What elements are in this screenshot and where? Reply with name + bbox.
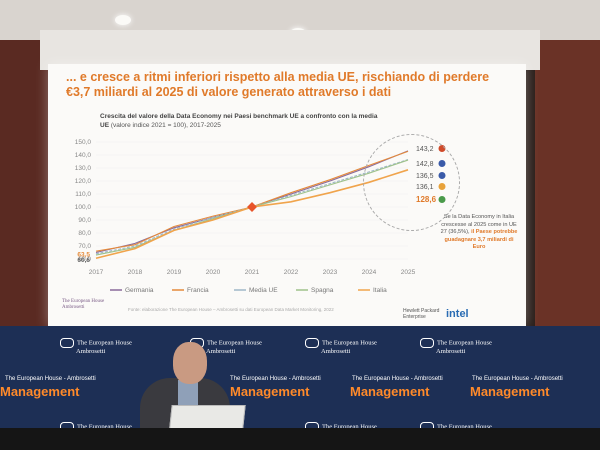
projection-screen: ... e cresce a ritmi inferiori rispetto … bbox=[48, 64, 526, 326]
series-line-germania bbox=[95, 150, 409, 254]
brand-mark-icon bbox=[420, 338, 434, 348]
y-tick-label: 80,0 bbox=[78, 230, 91, 237]
slide-title: ... e cresce a ritmi inferiori rispetto … bbox=[66, 70, 516, 100]
series-line-francia bbox=[95, 150, 409, 252]
x-tick-label: 2018 bbox=[128, 269, 143, 276]
hpe-logo-line: Hewlett Packard bbox=[403, 308, 440, 314]
audience-silhouettes bbox=[0, 428, 600, 450]
management-label: Management bbox=[230, 384, 310, 399]
y-tick-label: 90,0 bbox=[78, 217, 91, 224]
teha-logo: The European House Ambrosetti bbox=[62, 299, 104, 311]
teha-logo-line: The European House bbox=[62, 299, 105, 304]
stage-brand-text: The European House bbox=[437, 339, 492, 347]
legend-label: Spagna bbox=[311, 287, 334, 294]
ceiling-light bbox=[115, 15, 131, 25]
chart-title-bold: Crescita del valore della Data Economy n… bbox=[100, 113, 378, 129]
brand-mark-icon bbox=[305, 338, 319, 348]
legend-label: Germania bbox=[125, 287, 154, 294]
stage-brand-text: The European House bbox=[322, 423, 377, 431]
y-tick-label: 150,0 bbox=[75, 139, 92, 146]
hpe-logo: Hewlett Packard Enterprise bbox=[403, 308, 440, 320]
line-chart: 60,0 70,0 80,0 90,0 100,0 110,0 120,0 130,0 140,… bbox=[75, 139, 446, 294]
y-tick-label: 140,0 bbox=[75, 152, 92, 159]
management-subtitle: The European House - Ambrosetti bbox=[230, 376, 321, 382]
y-tick-label: 70,0 bbox=[78, 243, 91, 250]
y-tick-label: 110,0 bbox=[75, 191, 91, 198]
x-tick-label: 2017 bbox=[89, 269, 104, 276]
management-label: Management bbox=[0, 384, 80, 399]
x-tick-label: 2023 bbox=[323, 269, 338, 276]
callout-circle bbox=[363, 134, 460, 231]
stage-brand-text: Ambrosetti bbox=[206, 348, 236, 355]
teha-logo-line: Ambrosetti bbox=[62, 305, 85, 310]
brand-mark-icon bbox=[60, 338, 74, 348]
start-data-label: 60,6 bbox=[77, 257, 90, 264]
management-subtitle: The European House - Ambrosetti bbox=[352, 376, 443, 382]
wall-right bbox=[535, 40, 600, 340]
management-subtitle: The European House - Ambrosetti bbox=[472, 376, 563, 382]
screen-housing bbox=[40, 30, 540, 70]
slide-title-line: €3,7 miliardi al 2025 di valore generato… bbox=[66, 85, 392, 99]
stage-brand-text: Ambrosetti bbox=[76, 348, 106, 355]
x-tick-label: 2019 bbox=[167, 269, 182, 276]
y-tick-label: 100,0 bbox=[75, 204, 92, 211]
y-tick-label: 120,0 bbox=[75, 178, 92, 185]
slide-title-line: ... e cresce a ritmi inferiori rispetto … bbox=[66, 70, 490, 84]
callout-bold: il Paese potrebbe guadagnare 3,7 miliard… bbox=[444, 229, 518, 250]
series-line-italia bbox=[95, 169, 409, 259]
stage-brand-text: The European House bbox=[77, 423, 132, 431]
stage-brand-text: The European House bbox=[437, 423, 492, 431]
stage-brand-text: The European House bbox=[322, 339, 377, 347]
stage-brand-text: The European House bbox=[77, 339, 132, 347]
speaker-head bbox=[173, 342, 207, 384]
x-tick-label: 2022 bbox=[284, 269, 299, 276]
management-subtitle: The European House - Ambrosetti bbox=[5, 376, 96, 382]
y-tick-label: 130,0 bbox=[75, 165, 92, 172]
x-tick-label: 2021 bbox=[245, 269, 260, 276]
chart-title-rest: (valore indice 2021 = 100), 2017-2025 bbox=[109, 122, 221, 129]
y-tick-label: 60,0 bbox=[78, 256, 91, 263]
x-tick-label: 2025 bbox=[401, 269, 416, 276]
legend-label: Italia bbox=[373, 287, 387, 294]
start-data-label: 63,5 bbox=[77, 251, 90, 258]
x-tick-label: 2020 bbox=[206, 269, 221, 276]
chart-title: Crescita del valore della Data Economy n… bbox=[100, 112, 380, 130]
management-label: Management bbox=[350, 384, 430, 399]
x-tick-label: 2024 bbox=[362, 269, 377, 276]
source-note: Fonte: elaborazione The European House –… bbox=[128, 307, 334, 312]
callout-text: Se la Data Economy in Italia crescesse a… bbox=[440, 214, 517, 235]
legend-label: Francia bbox=[187, 287, 209, 294]
hpe-logo-line: Enterprise bbox=[403, 313, 426, 320]
stage-brand-text: Ambrosetti bbox=[436, 348, 466, 355]
wall-left bbox=[0, 40, 48, 340]
intel-logo: intel bbox=[446, 308, 469, 320]
stage-brand-text: Ambrosetti bbox=[321, 348, 351, 355]
stage-brand-text: The European House bbox=[207, 339, 262, 347]
management-label: Management bbox=[470, 384, 550, 399]
index-base-marker bbox=[247, 202, 257, 212]
legend-label: Media UE bbox=[249, 287, 278, 294]
callout-box: Se la Data Economy in Italia crescesse a… bbox=[440, 214, 518, 252]
